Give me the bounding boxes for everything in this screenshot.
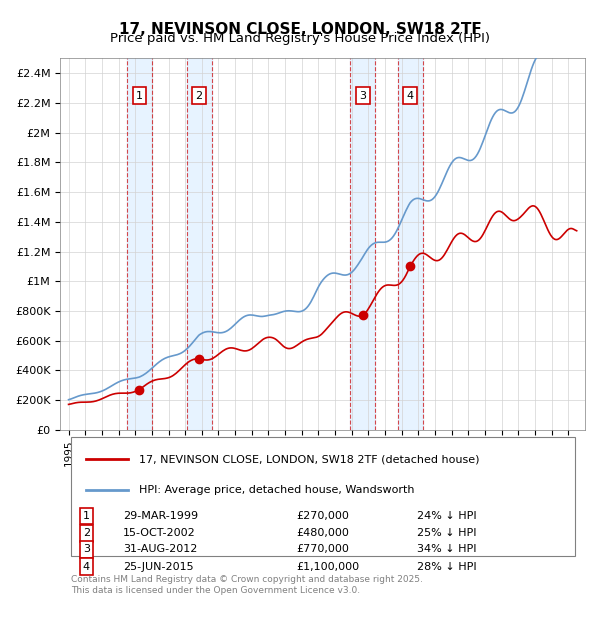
Text: £480,000: £480,000 — [296, 528, 349, 538]
Bar — [127, 58, 152, 430]
Text: 31-AUG-2012: 31-AUG-2012 — [123, 544, 197, 554]
Bar — [398, 58, 422, 430]
Text: Contains HM Land Registry data © Crown copyright and database right 2025.
This d: Contains HM Land Registry data © Crown c… — [71, 575, 422, 595]
Text: 15-OCT-2002: 15-OCT-2002 — [123, 528, 196, 538]
Text: 4: 4 — [83, 562, 90, 572]
Text: 4: 4 — [407, 91, 413, 100]
Text: 17, NEVINSON CLOSE, LONDON, SW18 2TF: 17, NEVINSON CLOSE, LONDON, SW18 2TF — [119, 22, 481, 37]
Text: 1: 1 — [136, 91, 143, 100]
Text: 1: 1 — [83, 511, 90, 521]
Text: 2: 2 — [83, 528, 90, 538]
Text: £1,100,000: £1,100,000 — [296, 562, 359, 572]
Text: £270,000: £270,000 — [296, 511, 349, 521]
Text: 29-MAR-1999: 29-MAR-1999 — [123, 511, 199, 521]
Bar — [350, 58, 376, 430]
Text: £770,000: £770,000 — [296, 544, 349, 554]
FancyBboxPatch shape — [71, 436, 575, 556]
Text: 34% ↓ HPI: 34% ↓ HPI — [417, 544, 476, 554]
Bar — [187, 58, 212, 430]
Text: 25-JUN-2015: 25-JUN-2015 — [123, 562, 194, 572]
Text: 24% ↓ HPI: 24% ↓ HPI — [417, 511, 476, 521]
Text: Price paid vs. HM Land Registry's House Price Index (HPI): Price paid vs. HM Land Registry's House … — [110, 32, 490, 45]
Text: 28% ↓ HPI: 28% ↓ HPI — [417, 562, 476, 572]
Text: 2: 2 — [196, 91, 203, 100]
Text: 17, NEVINSON CLOSE, LONDON, SW18 2TF (detached house): 17, NEVINSON CLOSE, LONDON, SW18 2TF (de… — [139, 454, 479, 464]
Text: 3: 3 — [83, 544, 90, 554]
Text: HPI: Average price, detached house, Wandsworth: HPI: Average price, detached house, Wand… — [139, 485, 415, 495]
Text: 25% ↓ HPI: 25% ↓ HPI — [417, 528, 476, 538]
Text: 3: 3 — [359, 91, 367, 100]
